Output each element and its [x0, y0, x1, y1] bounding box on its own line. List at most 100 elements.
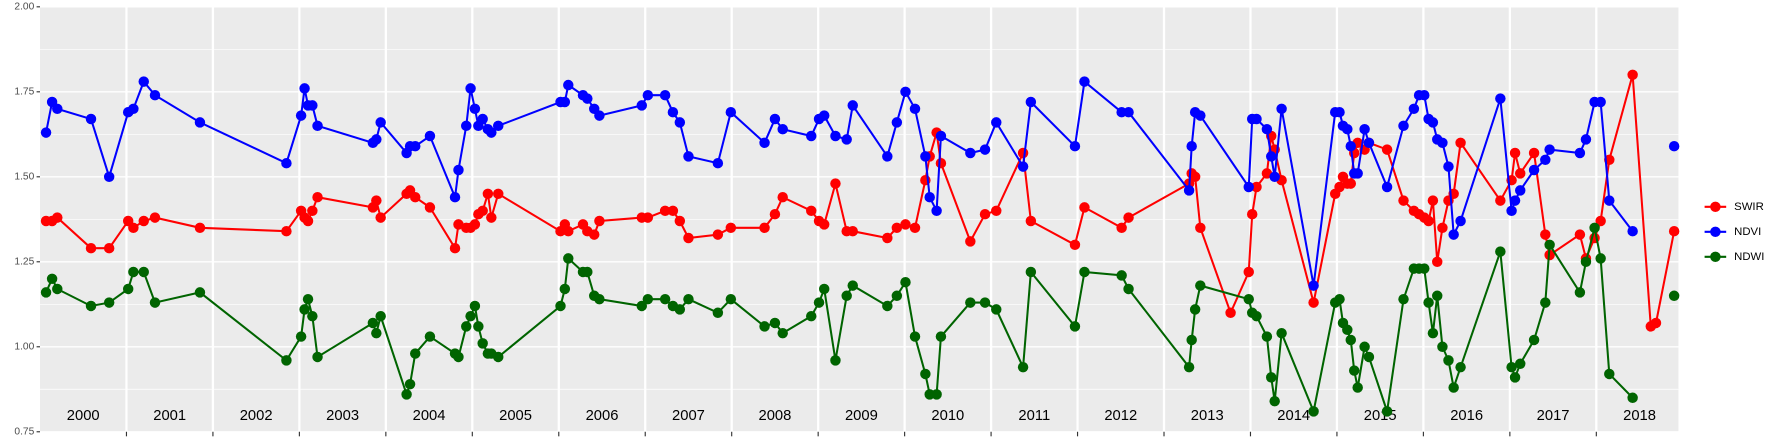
data-point: [1544, 239, 1555, 251]
data-point: [1251, 113, 1262, 125]
data-point: [1443, 355, 1454, 366]
data-point: [594, 110, 605, 121]
data-point: [674, 215, 686, 227]
data-point: [424, 202, 436, 213]
data-point: [1243, 293, 1254, 305]
data-point: [900, 219, 911, 230]
data-point: [806, 310, 817, 322]
data-point: [636, 300, 648, 312]
data-point: [128, 222, 139, 234]
year-label: 2000: [67, 408, 100, 424]
data-point: [375, 117, 386, 128]
data-point: [1183, 361, 1195, 373]
data-point: [979, 144, 991, 155]
data-point: [1123, 212, 1134, 223]
year-label: 2014: [1277, 408, 1310, 424]
data-point: [642, 212, 654, 223]
year-label: 2004: [413, 408, 446, 424]
data-point: [1432, 290, 1443, 302]
data-point: [465, 83, 476, 94]
data-point: [920, 368, 931, 380]
data-point: [659, 293, 671, 305]
data-point: [281, 225, 292, 237]
data-point: [477, 205, 488, 217]
data-point: [594, 215, 605, 227]
data-point: [461, 321, 472, 332]
data-point: [1342, 324, 1353, 336]
data-point: [149, 212, 161, 223]
data-point: [312, 120, 323, 132]
data-point: [1079, 76, 1090, 87]
data-point: [493, 351, 504, 363]
data-point: [935, 157, 947, 169]
data-point: [683, 293, 694, 305]
data-point: [909, 331, 921, 342]
data-point: [1308, 406, 1319, 417]
data-point: [991, 304, 1002, 315]
data-point: [1017, 361, 1029, 373]
y-tick-label: 1.50: [14, 172, 34, 183]
data-point: [991, 117, 1002, 128]
data-point: [307, 310, 318, 322]
legend-label: NDWI: [1734, 251, 1764, 263]
data-point: [1506, 205, 1517, 217]
data-point: [367, 317, 379, 329]
data-point: [85, 300, 97, 312]
data-point: [1627, 392, 1638, 404]
data-point: [1580, 256, 1592, 268]
data-point: [1359, 341, 1370, 353]
data-point: [1580, 134, 1592, 145]
data-point: [194, 287, 206, 298]
data-point: [1265, 372, 1277, 383]
data-point: [103, 171, 115, 183]
data-point: [1408, 103, 1420, 115]
data-point: [1025, 266, 1037, 278]
data-point: [1515, 185, 1526, 196]
data-point: [1261, 168, 1273, 179]
data-point: [128, 266, 139, 278]
data-point: [759, 137, 770, 149]
data-point: [991, 205, 1002, 217]
data-point: [103, 297, 115, 308]
data-point: [1515, 358, 1526, 370]
data-point: [1025, 215, 1037, 227]
data-point: [1243, 181, 1254, 193]
data-point: [1540, 229, 1551, 240]
data-point: [465, 310, 476, 322]
data-point: [1186, 334, 1197, 346]
data-point: [295, 110, 307, 121]
data-point: [1345, 178, 1356, 189]
data-point: [712, 307, 724, 319]
data-point: [486, 127, 497, 138]
data-point: [1276, 327, 1287, 339]
data-point: [1265, 151, 1277, 162]
data-point: [1604, 368, 1615, 380]
y-tick-label: 1.75: [14, 87, 34, 98]
data-point: [469, 300, 481, 312]
data-point: [1308, 297, 1319, 308]
data-point: [1455, 215, 1466, 227]
data-point: [453, 164, 464, 176]
data-point: [1509, 147, 1521, 159]
data-point: [725, 293, 737, 305]
data-point: [410, 348, 421, 359]
data-point: [486, 212, 497, 223]
data-point: [1506, 174, 1517, 186]
data-point: [759, 222, 770, 234]
data-point: [1574, 147, 1586, 159]
data-point: [582, 266, 593, 278]
data-point: [1334, 106, 1345, 118]
data-point: [453, 351, 464, 363]
data-point: [149, 297, 161, 308]
data-point: [847, 100, 858, 111]
data-point: [563, 225, 574, 237]
y-tick-label: 2.00: [14, 2, 34, 13]
data-point: [1342, 123, 1353, 135]
data-point: [281, 355, 292, 366]
data-point: [1595, 96, 1606, 108]
data-point: [375, 310, 386, 322]
data-point: [806, 130, 817, 142]
data-point: [1381, 406, 1393, 417]
data-point: [777, 191, 788, 203]
